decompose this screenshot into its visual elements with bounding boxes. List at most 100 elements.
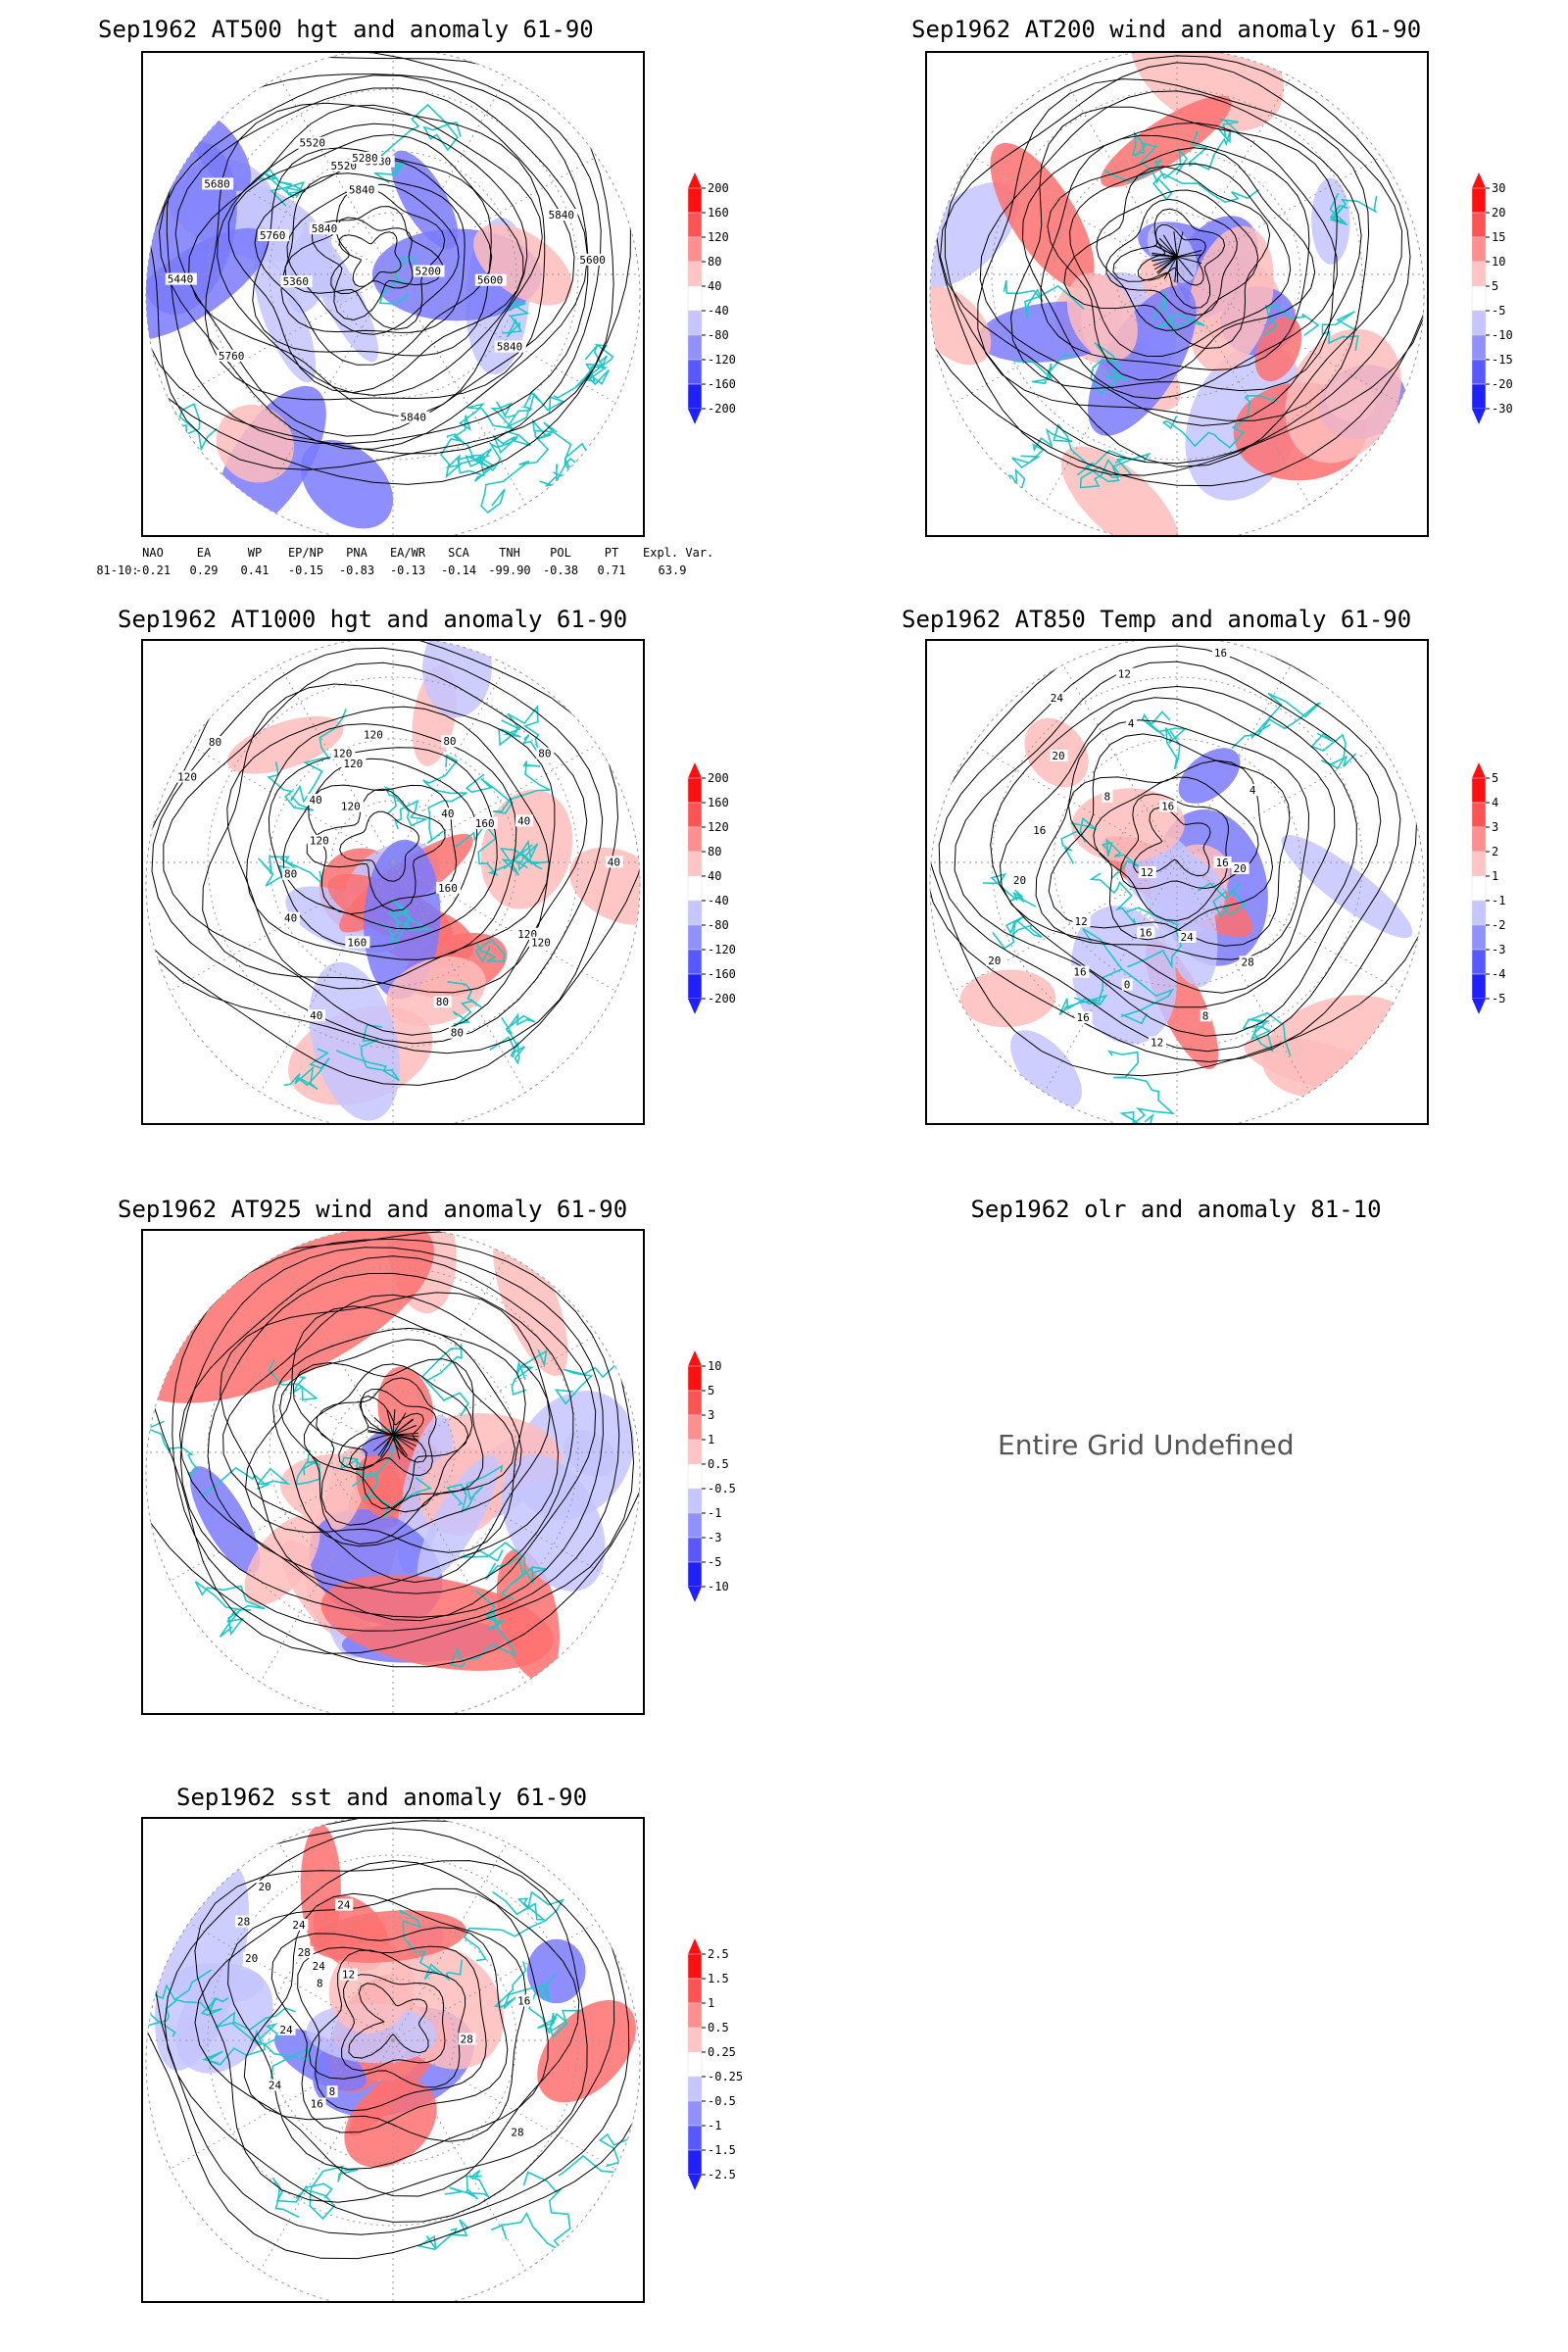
- colorbar-swatch: [687, 310, 703, 336]
- colorbar-label: -30: [1492, 402, 1513, 416]
- colorbar-swatch: [1471, 924, 1487, 951]
- contour-label-bg: [529, 936, 555, 949]
- contour-label: 16: [1077, 1011, 1090, 1024]
- contour-line: [220, 1292, 560, 1589]
- colorbar-label: -0.25: [708, 2070, 743, 2083]
- contour-label: 5600: [477, 274, 503, 287]
- colorbar-swatch: [687, 187, 703, 214]
- colorbar-arrow-bottom: [688, 999, 702, 1014]
- contour-line: [227, 1887, 549, 2170]
- coastline: [1125, 906, 1183, 969]
- contour-label-bg: [345, 936, 370, 949]
- coastline: [1262, 303, 1320, 337]
- contour-label-bg: [295, 1946, 314, 1959]
- coastline: [1082, 927, 1175, 1025]
- contour-label-bg: [474, 273, 507, 286]
- streamline-pole: [1176, 256, 1194, 277]
- contour-label-bg: [1115, 667, 1134, 680]
- streamline-pole: [1176, 249, 1202, 258]
- contour-label: 5680: [204, 177, 230, 190]
- colorbar-arrow-top: [688, 762, 702, 778]
- colorbar-swatch: [687, 2100, 703, 2127]
- streamline-pole: [392, 1412, 407, 1436]
- hemisphere-boundary: [145, 1231, 641, 1713]
- index-header: EA/WR: [389, 546, 426, 560]
- coastline: [147, 1996, 229, 2027]
- contour-label-bg: [1071, 965, 1090, 978]
- hemisphere-boundary: [145, 1819, 641, 2301]
- contour-line: [158, 74, 589, 450]
- contour-label: 40: [284, 912, 297, 925]
- contour-label-bg: [1074, 1011, 1093, 1024]
- coastline: [463, 1890, 565, 1962]
- contour-label: 8: [1202, 1009, 1209, 1022]
- contour-label: 24: [1051, 692, 1064, 705]
- colorbar-swatch: [1471, 261, 1487, 287]
- colorbar-arrow-bottom: [688, 409, 702, 424]
- colorbar-swatch: [1471, 875, 1487, 902]
- contour-label-bg: [1200, 1009, 1211, 1022]
- coastline: [1152, 291, 1205, 334]
- coastline: [500, 1566, 548, 1600]
- contour-label-bg: [308, 2097, 326, 2110]
- contour-label: 5840: [349, 183, 375, 196]
- contour-label: 80: [443, 735, 456, 748]
- colorbar-label: 20: [1492, 206, 1505, 220]
- longitude-line: [244, 1819, 394, 2041]
- colorbar-swatch: [687, 1512, 703, 1539]
- contour-label-bg: [398, 411, 430, 423]
- contour-line: [172, 1238, 620, 1632]
- contour-label-bg: [330, 747, 356, 760]
- contour-label: 80: [436, 996, 449, 1008]
- colorbar-swatch: [687, 1365, 703, 1392]
- contour-line: [284, 186, 446, 330]
- contour-label: 40: [441, 808, 454, 820]
- anomaly-shading: [155, 1861, 249, 2071]
- colorbar-swatch: [1471, 310, 1487, 336]
- anomaly-shading: [537, 1999, 636, 2103]
- contour-line: [1096, 189, 1259, 331]
- colorbar-label: 5: [708, 1384, 714, 1397]
- contour-label-bg: [1031, 824, 1050, 837]
- contour-label-bg: [256, 1880, 274, 1892]
- contour-label: 28: [1241, 956, 1253, 968]
- colorbar-temp850: 5 4 3 2 1 -1 -2 -3 -4 -5: [1471, 762, 1531, 1041]
- contour-line: [939, 62, 1403, 467]
- longitude-line: [244, 861, 394, 1120]
- streamline-pole: [1153, 244, 1178, 258]
- contour-line: [226, 706, 550, 990]
- contour-line: [163, 662, 588, 1036]
- contour-label: 28: [461, 2033, 473, 2045]
- contour-label-bg: [310, 1960, 328, 1973]
- streamline-pole: [1155, 241, 1178, 258]
- coastline: [1011, 422, 1129, 469]
- colorbar-label: -5: [1492, 304, 1505, 318]
- coastline: [1329, 192, 1378, 226]
- streamline-pole: [392, 1418, 414, 1436]
- contour-label: 160: [347, 936, 367, 949]
- contour-label-bg: [350, 151, 382, 164]
- contour-line: [217, 122, 528, 396]
- colorbar-label: -200: [708, 992, 736, 1005]
- coastline-layer: [146, 1890, 640, 2255]
- anomaly-shading: [1010, 1030, 1082, 1108]
- contour-line: [282, 758, 478, 930]
- colorbar-arrow-bottom: [688, 1587, 702, 1602]
- colorbar-label: -10: [708, 1580, 729, 1593]
- panel-title-olr: Sep1962 olr and anomaly 81-10: [970, 1196, 1382, 1223]
- map-wind200: [925, 51, 1429, 537]
- contour-label-bg: [282, 911, 301, 924]
- index-value: -0.13: [389, 564, 426, 577]
- colorbar-label: 0.5: [708, 2021, 729, 2034]
- colorbar-label: -1: [1492, 894, 1505, 907]
- coastline: [574, 343, 614, 388]
- colorbar-label: -160: [708, 967, 736, 981]
- index-value: -0.14: [440, 564, 477, 577]
- longitude-line: [244, 1231, 394, 1453]
- coastline: [373, 103, 462, 184]
- colorbar-swatch: [687, 236, 703, 263]
- streamline-pole: [377, 1434, 394, 1456]
- anomaly-shading: [253, 254, 317, 383]
- index-header: EA: [196, 546, 212, 560]
- index-row-label: 81-10:: [96, 564, 139, 577]
